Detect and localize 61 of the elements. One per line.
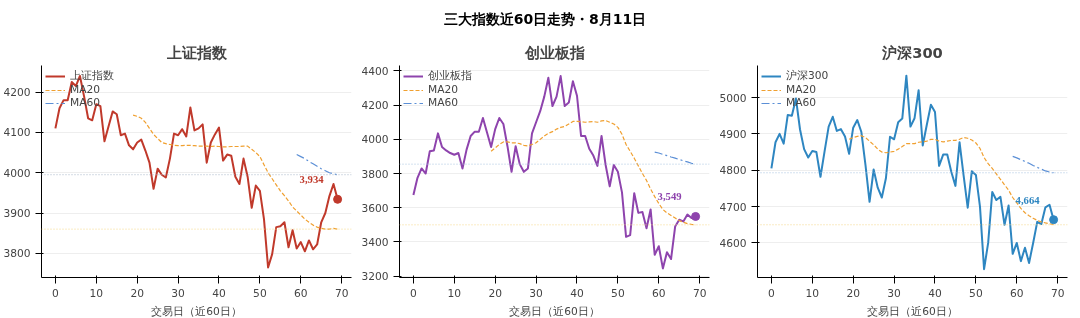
x-tick-label: 70 [334,286,349,300]
x-tick-label: 10 [805,286,820,300]
x-tick-label: 20 [130,286,145,300]
y-tick-label: 5000 [719,91,747,105]
line-series [490,119,697,226]
x-tick-label: 50 [969,286,983,300]
x-tick-label: 0 [410,286,418,300]
x-tick-label: 0 [768,286,776,300]
y-tick-label: 4200 [3,86,31,100]
y-tick-label: 3600 [361,201,389,215]
x-tick-label: 40 [928,286,942,300]
data-label: 4,664 [1015,194,1041,206]
x-tick-label: 10 [447,286,462,300]
line-series [296,153,339,176]
legend-label: 创业板指 [428,69,472,83]
y-tick-label: 4600 [719,236,747,250]
x-tick-label: 20 [488,286,503,300]
legend-label: MA20 [428,83,459,96]
legend-label: MA20 [786,83,817,96]
y-tick-label: 4800 [719,164,747,178]
line-series [1012,155,1055,174]
y-tick-label: 4100 [3,126,31,140]
x-tick-label: 70 [692,286,707,300]
data-label: 3,549 [657,191,682,203]
x-axis-title: 交易日（近60日） [151,304,242,318]
y-tick-label: 4200 [361,99,389,113]
x-tick-label: 0 [52,286,60,300]
y-tick-label: 3800 [3,247,31,261]
legend-label: MA60 [428,96,459,109]
x-tick-label: 30 [171,286,186,300]
chart-title: 沪深300 [881,43,943,61]
x-axis-title: 交易日（近60日） [867,304,958,318]
y-tick-label: 4900 [719,127,747,141]
x-tick-label: 30 [529,286,544,300]
y-tick-label: 4000 [3,166,31,180]
x-tick-label: 40 [212,286,226,300]
y-tick-label: 4000 [361,133,389,147]
y-tick-label: 3200 [361,270,389,284]
y-tick-label: 3800 [361,167,389,181]
x-tick-label: 60 [1010,286,1024,300]
x-tick-label: 20 [846,286,861,300]
y-tick-label: 3900 [3,207,31,221]
y-tick-label: 3400 [361,235,389,249]
x-tick-label: 30 [887,286,902,300]
x-tick-label: 10 [89,286,104,300]
chart-title: 创业板指 [523,43,585,61]
x-tick-label: 50 [253,286,267,300]
x-tick-label: 70 [1050,286,1065,300]
x-tick-label: 50 [611,286,625,300]
text: 三大指数近60日走势・8月11日 [443,10,647,29]
y-tick-label: 4700 [719,200,747,214]
legend-label: 上证指数 [70,69,114,83]
chart-title: 上证指数 [165,43,228,61]
legend-label: 沪深300 [786,69,829,83]
line-series [132,114,339,230]
x-tick-label: 60 [652,286,666,300]
x-axis-title: 交易日（近60日） [509,304,600,318]
x-tick-label: 40 [570,286,584,300]
data-label: 3,934 [299,174,325,186]
y-tick-label: 4400 [361,64,389,78]
x-tick-label: 60 [294,286,308,300]
